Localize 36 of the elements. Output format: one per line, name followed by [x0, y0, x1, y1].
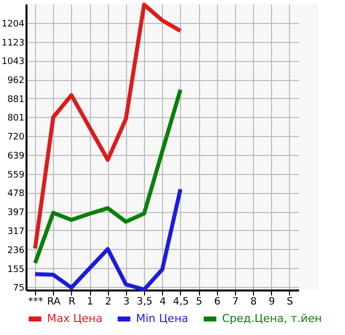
x-tick-label: S — [286, 296, 294, 308]
y-tick-label: 801 — [7, 114, 24, 124]
legend-label: Min Цена — [136, 312, 188, 325]
y-tick-label: 236 — [7, 246, 25, 256]
x-tick-label: 5 — [196, 296, 202, 308]
y-tick-label: 1123 — [2, 38, 24, 48]
legend-label: Сред.Цена, т.йен — [222, 312, 322, 325]
x-tick-label: RA — [47, 296, 61, 308]
x-tick-label: 6 — [214, 296, 220, 308]
x-tick-label: 8 — [250, 296, 257, 308]
y-tick-label: 1043 — [2, 57, 24, 68]
x-tick-label: 9 — [268, 296, 275, 308]
y-tick-label: 962 — [7, 76, 24, 86]
x-tick-label: 3 — [123, 296, 130, 308]
y-tick-label: 155 — [7, 264, 24, 275]
x-tick-label: 2 — [105, 296, 112, 308]
y-tick-label: 478 — [7, 189, 25, 200]
x-tick-label: R — [68, 296, 76, 308]
x-tick-label: *** — [28, 296, 44, 308]
x-tick-label: 1 — [86, 296, 94, 308]
line-series — [33, 88, 182, 266]
y-tick-label: 75 — [13, 283, 24, 294]
x-tick-label: 4 — [160, 296, 166, 308]
y-tick-label: 317 — [7, 226, 24, 237]
line-series — [33, 2, 182, 250]
y-tick-label: 559 — [7, 170, 25, 180]
y-tick-label: 881 — [7, 94, 24, 105]
x-tick-label: 3,5 — [136, 296, 153, 308]
legend-label: Max Цена — [47, 312, 102, 325]
y-tick-label: 397 — [7, 208, 24, 218]
x-tick-label: 4,5 — [172, 296, 189, 308]
y-tick-label: 1204 — [2, 19, 25, 30]
y-tick-label: 720 — [7, 132, 25, 143]
line-series — [33, 187, 182, 292]
x-tick-label: 7 — [232, 296, 239, 308]
y-tick-label: 639 — [7, 152, 25, 162]
